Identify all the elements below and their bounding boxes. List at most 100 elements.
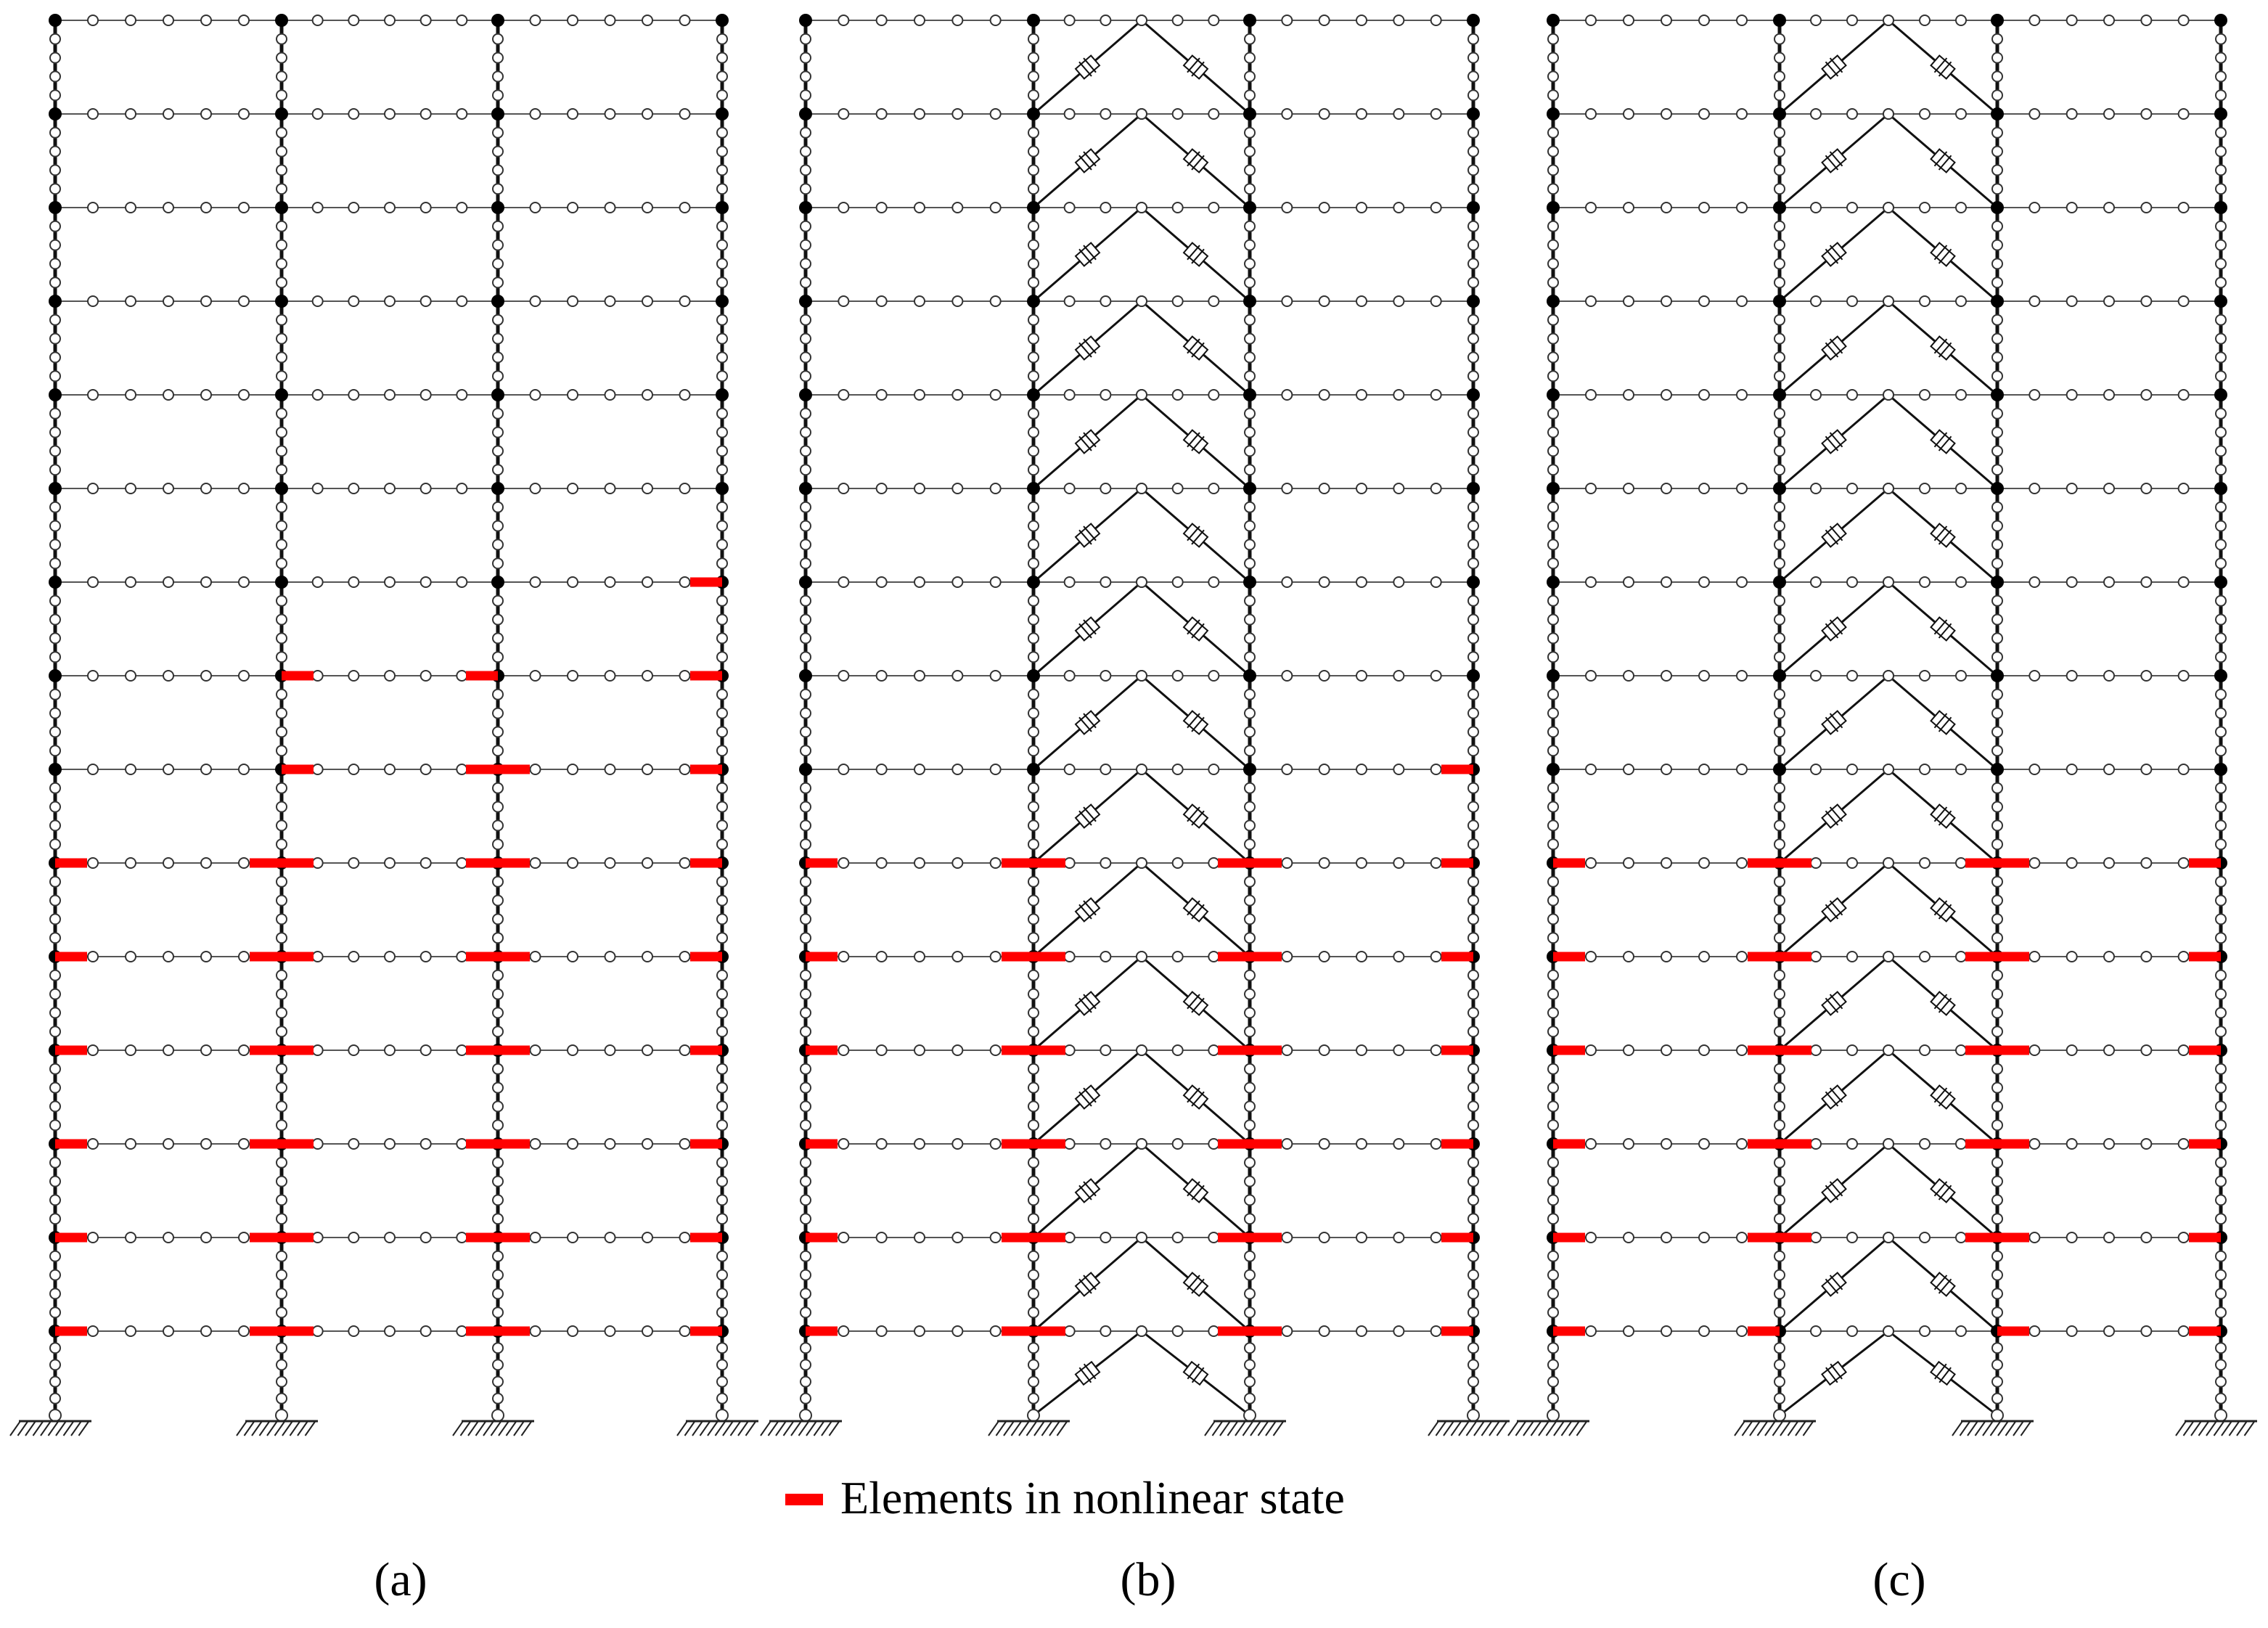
damper-icon-right bbox=[1930, 1178, 1956, 1203]
nonlinear-element bbox=[1218, 1232, 1282, 1243]
column-node bbox=[1028, 913, 1039, 925]
column-node bbox=[2215, 1359, 2227, 1371]
damper-plate bbox=[1933, 525, 1948, 541]
joint-dot bbox=[49, 482, 62, 495]
joint-dot bbox=[1773, 388, 1786, 401]
joint-dot bbox=[49, 201, 62, 214]
beam-node bbox=[87, 108, 99, 120]
beam-node bbox=[384, 764, 396, 775]
beam-node bbox=[838, 576, 850, 588]
damper-body bbox=[1930, 616, 1956, 642]
support-pin bbox=[2214, 1409, 2227, 1422]
damper-icon-left bbox=[1074, 242, 1101, 267]
support-hatch bbox=[714, 1420, 726, 1436]
column-node bbox=[1244, 70, 1256, 83]
brace-apex-node bbox=[1136, 389, 1147, 401]
support-hatch bbox=[1049, 1420, 1060, 1436]
beam-node bbox=[1063, 483, 1076, 494]
beam-node bbox=[529, 857, 541, 869]
damper-plate bbox=[1083, 338, 1097, 354]
beam-node bbox=[529, 108, 541, 120]
support-hatch bbox=[1265, 1420, 1277, 1436]
column-node bbox=[2215, 1194, 2227, 1206]
column-node bbox=[2215, 745, 2227, 757]
column-node bbox=[800, 1063, 811, 1075]
damper-icon-left bbox=[1074, 335, 1101, 361]
beam-node bbox=[419, 389, 432, 401]
beam-node bbox=[1810, 389, 1822, 401]
column-node bbox=[492, 351, 504, 364]
damper-body bbox=[1821, 710, 1847, 735]
beam-node bbox=[1393, 951, 1405, 962]
column-node bbox=[1774, 1250, 1785, 1262]
beam-node bbox=[1318, 670, 1330, 682]
column-node bbox=[1244, 1342, 1256, 1354]
beam-node bbox=[456, 1044, 468, 1056]
column-node bbox=[49, 1342, 61, 1354]
column-node bbox=[276, 314, 287, 326]
damper-icon-left bbox=[1821, 1360, 1847, 1386]
column-node bbox=[1547, 239, 1559, 251]
beam-node bbox=[604, 483, 616, 494]
column-node bbox=[1467, 407, 1479, 420]
column-node bbox=[276, 277, 287, 289]
beam-node bbox=[1698, 576, 1710, 588]
beam-node bbox=[456, 202, 468, 213]
column-node bbox=[1467, 52, 1479, 64]
column-node bbox=[716, 33, 728, 45]
beam-node bbox=[989, 1325, 1002, 1337]
beam-node bbox=[311, 764, 324, 775]
beam-node bbox=[238, 15, 250, 26]
column-node bbox=[492, 33, 504, 45]
column-node bbox=[49, 557, 61, 570]
column-node bbox=[1244, 1063, 1256, 1075]
beam-node bbox=[1430, 670, 1442, 682]
column-node bbox=[49, 801, 61, 813]
beam-node bbox=[238, 857, 250, 869]
beam-node bbox=[419, 1232, 432, 1243]
column-node bbox=[276, 164, 287, 176]
column-node bbox=[1028, 183, 1039, 195]
column-node bbox=[1774, 164, 1785, 176]
column-node bbox=[49, 651, 61, 663]
beam-node bbox=[1430, 15, 1442, 26]
damper-body bbox=[1930, 148, 1956, 173]
beam-node bbox=[1661, 576, 1672, 588]
beam-node bbox=[679, 764, 691, 775]
column-node bbox=[2215, 258, 2227, 270]
column-node bbox=[1991, 1342, 2003, 1354]
beam-node bbox=[951, 1138, 964, 1150]
support-hatch bbox=[25, 1420, 36, 1436]
beam-node bbox=[348, 1232, 360, 1243]
column-node bbox=[1244, 351, 1256, 364]
damper-plate bbox=[1078, 1278, 1092, 1294]
column-node bbox=[1244, 838, 1256, 851]
damper-body bbox=[1182, 897, 1209, 923]
column-node bbox=[716, 782, 728, 794]
beam-node bbox=[1318, 1232, 1330, 1243]
damper-body bbox=[1182, 1178, 1209, 1203]
beam-node bbox=[456, 15, 468, 26]
column-node bbox=[716, 277, 728, 289]
column-node bbox=[2215, 594, 2227, 607]
column-node bbox=[1467, 1269, 1479, 1281]
column-node bbox=[716, 819, 728, 832]
column-node bbox=[1991, 1194, 2003, 1206]
damper-body bbox=[1074, 429, 1101, 454]
damper-body bbox=[1074, 616, 1101, 642]
beam-node bbox=[200, 483, 212, 494]
damper-icon-left bbox=[1821, 429, 1847, 454]
column-node bbox=[1991, 501, 2003, 513]
column-node bbox=[276, 145, 287, 158]
damper-plate bbox=[1825, 1185, 1839, 1200]
damper-icon-left bbox=[1821, 710, 1847, 735]
beam-node bbox=[1585, 764, 1597, 775]
beam-node bbox=[87, 1044, 99, 1056]
beam-node bbox=[1698, 670, 1710, 682]
column-node bbox=[49, 70, 61, 83]
damper-plate bbox=[1187, 713, 1200, 729]
column-node bbox=[2215, 894, 2227, 907]
beam-node bbox=[1623, 108, 1634, 120]
nonlinear-element bbox=[1218, 1045, 1282, 1055]
beam-node bbox=[529, 15, 541, 26]
